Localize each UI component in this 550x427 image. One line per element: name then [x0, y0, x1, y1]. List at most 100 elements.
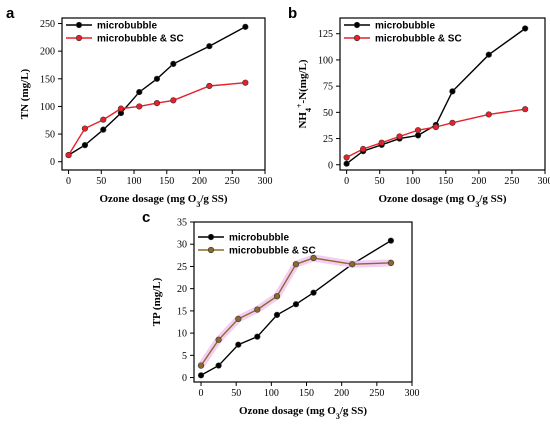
- chart-panel-a: a 0 50 100 150 200 250 300 0 50 100 150 200 250 Ozone …: [6, 5, 273, 209]
- legend-label: microbubble & SC: [375, 34, 462, 45]
- plot-frame: [339, 17, 546, 171]
- y-tick-label: 25: [323, 134, 333, 145]
- y-tick-label: 5: [182, 351, 187, 362]
- x-axis-title: Ozone dosage (mg O3/g SS): [239, 405, 367, 421]
- x-tick-label: 150: [299, 388, 314, 399]
- y-tick-label: 200: [40, 47, 55, 58]
- data-point: [485, 111, 492, 118]
- y-tick-label: 30: [177, 240, 187, 251]
- panel-letter: b: [288, 5, 297, 22]
- legend-marker: [353, 21, 361, 29]
- data-point: [254, 306, 261, 313]
- y-tick-label: 10: [177, 329, 187, 340]
- data-point: [432, 123, 439, 131]
- series-line: [68, 26, 246, 156]
- data-point: [81, 125, 89, 132]
- data-point: [170, 97, 177, 104]
- y-tick-label: 100: [40, 102, 55, 113]
- y-tick-label: 0: [182, 373, 187, 384]
- series-line: [67, 82, 246, 156]
- data-point: [170, 60, 177, 67]
- y-axis-title: NH4+-N(mg/L): [295, 59, 313, 128]
- data-point: [310, 289, 317, 296]
- x-axis-title: Ozone dosage (mg O3/g SS): [378, 193, 506, 209]
- data-point: [273, 311, 281, 318]
- data-point: [522, 25, 529, 32]
- data-point: [292, 261, 300, 268]
- data-point: [81, 142, 89, 149]
- data-point: [485, 51, 492, 58]
- x-tick-label: 200: [192, 176, 207, 187]
- series-line: [346, 108, 526, 159]
- data-point: [65, 151, 72, 159]
- y-tick-label: 50: [323, 108, 333, 119]
- y-tick-label: 20: [177, 284, 187, 295]
- y-axis-title: TN (mg/L): [19, 68, 31, 119]
- data-point: [197, 362, 205, 369]
- x-tick-label: 250: [504, 176, 519, 187]
- data-point: [292, 301, 300, 308]
- data-point: [242, 23, 249, 30]
- legend-marker: [75, 21, 83, 29]
- data-point: [273, 293, 281, 300]
- x-tick-label: 0: [199, 388, 204, 399]
- x-tick-label: 100: [264, 388, 279, 399]
- data-point: [197, 372, 205, 379]
- data-point: [522, 106, 529, 113]
- data-point: [343, 154, 350, 161]
- data-point: [449, 88, 456, 95]
- data-point: [100, 126, 107, 133]
- legend-label: microbubble: [375, 21, 435, 32]
- data-point: [414, 132, 422, 139]
- x-tick-label: 150: [159, 176, 174, 187]
- x-tick-label: 250: [225, 176, 240, 187]
- data-point: [378, 139, 385, 146]
- x-tick-label: 300: [258, 176, 273, 187]
- data-point: [449, 119, 456, 126]
- data-point: [215, 362, 222, 369]
- series-line: [200, 257, 391, 366]
- data-point: [206, 82, 213, 90]
- data-point: [153, 75, 161, 82]
- data-point: [206, 43, 213, 50]
- data-point: [396, 133, 403, 140]
- x-tick-label: 50: [231, 388, 241, 399]
- y-tick-label: 35: [177, 218, 187, 229]
- y-tick-label: 0: [328, 160, 333, 171]
- chart-panel-b: b 0 50 100 150 200 250 300 0 25 50 75 100 125 Ozone do…: [288, 5, 550, 209]
- x-tick-label: 100: [127, 176, 142, 187]
- x-tick-label: 200: [471, 176, 486, 187]
- data-point: [136, 103, 143, 110]
- data-point: [343, 160, 350, 167]
- data-point: [235, 315, 242, 322]
- legend-label: microbubble: [97, 21, 157, 32]
- y-tick-label: 75: [323, 82, 333, 93]
- y-tick-label: 15: [177, 306, 187, 317]
- x-tick-label: 100: [405, 176, 420, 187]
- y-tick-label: 25: [177, 262, 187, 273]
- chart-panel-c: c 0 50 100 150 200 250 300 0 5 10 15 20 25 30 35 Ozone d…: [142, 209, 420, 421]
- panel-letter: a: [6, 5, 15, 22]
- series-halo: [197, 254, 395, 370]
- data-point: [254, 333, 261, 340]
- legend-marker: [75, 34, 83, 42]
- legend-marker: [207, 246, 215, 254]
- y-tick-label: 125: [318, 29, 333, 40]
- x-tick-label: 50: [96, 176, 106, 187]
- data-point: [414, 127, 422, 134]
- y-tick-label: 100: [318, 55, 333, 66]
- series-line: [346, 27, 526, 165]
- legend-marker: [353, 34, 361, 42]
- plot-frame: [61, 17, 266, 171]
- data-point: [215, 336, 222, 343]
- y-tick-label: 50: [45, 130, 55, 141]
- data-point: [153, 100, 161, 107]
- panel-letter: c: [142, 209, 150, 226]
- x-tick-label: 250: [369, 388, 384, 399]
- plot-frame: [193, 221, 413, 383]
- data-point: [117, 105, 125, 112]
- data-point: [387, 259, 395, 266]
- data-point: [387, 237, 395, 244]
- x-tick-label: 200: [334, 388, 349, 399]
- data-point: [360, 145, 367, 153]
